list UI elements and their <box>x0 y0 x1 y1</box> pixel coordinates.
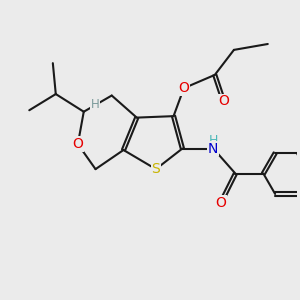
Text: O: O <box>72 137 83 151</box>
Text: O: O <box>178 81 189 95</box>
Text: H: H <box>91 98 99 111</box>
Text: N: N <box>208 142 218 155</box>
Text: S: S <box>152 162 160 176</box>
Text: O: O <box>218 94 229 108</box>
Text: H: H <box>208 134 218 147</box>
Text: O: O <box>215 196 226 210</box>
